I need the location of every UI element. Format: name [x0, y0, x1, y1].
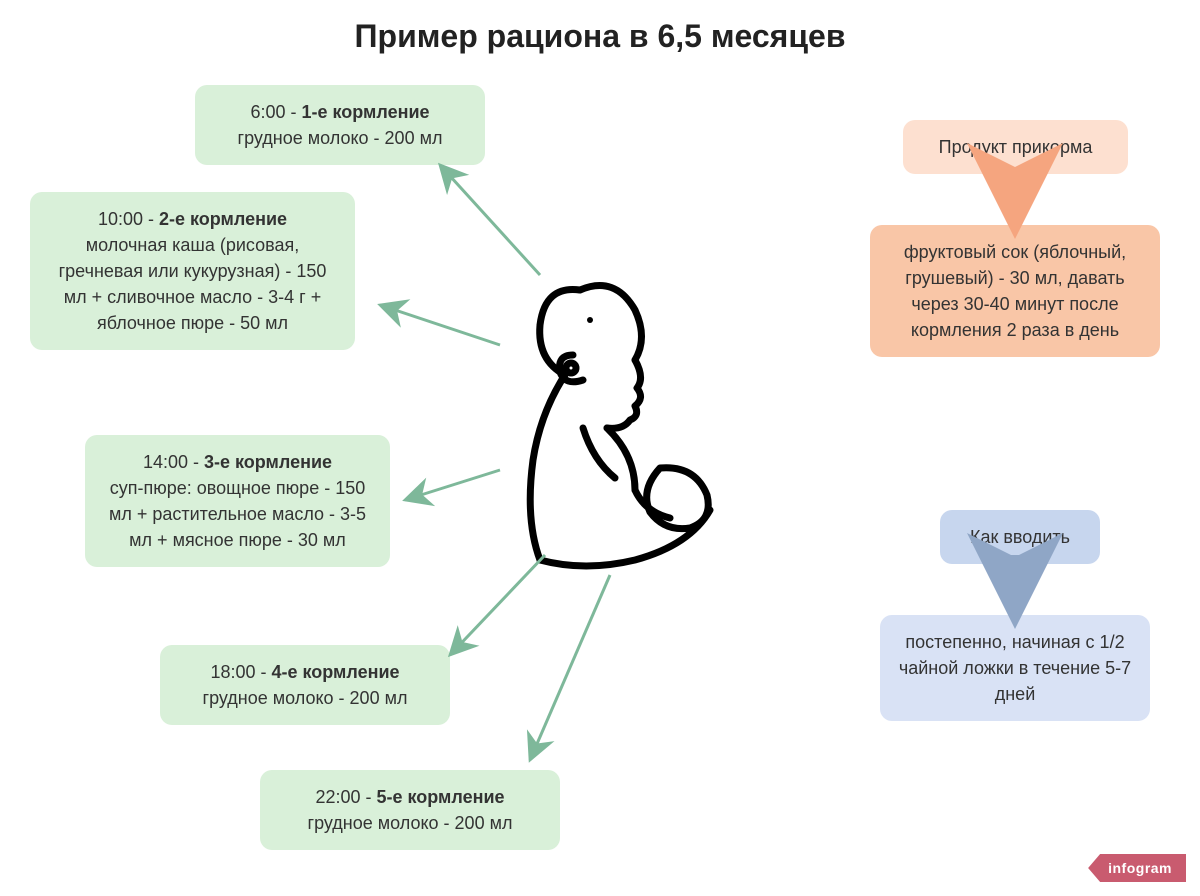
feeding-time: 6:00 [250, 102, 285, 122]
feeding-title: 5-е кормление [377, 787, 505, 807]
feeding-title: 2-е кормление [159, 209, 287, 229]
howto-body-box: постепенно, начиная с 1/2 чайной ложки в… [880, 615, 1150, 721]
breastfeeding-illustration [485, 260, 755, 580]
feeding-box-2: 10:00 - 2-е кормление молочная каша (рис… [30, 192, 355, 350]
feeding-title: 3-е кормление [204, 452, 332, 472]
feeding-body: грудное молоко - 200 мл [203, 688, 408, 708]
infogram-logo: infogram [1088, 854, 1186, 882]
feeding-time: 22:00 [315, 787, 360, 807]
feeding-body: грудное молоко - 200 мл [308, 813, 513, 833]
product-body-box: фруктовый сок (яблочный, грушевый) - 30 … [870, 225, 1160, 357]
feeding-box-4: 18:00 - 4-е кормление грудное молоко - 2… [160, 645, 450, 725]
feeding-time: 14:00 [143, 452, 188, 472]
feeding-time: 10:00 [98, 209, 143, 229]
feeding-title: 4-е кормление [272, 662, 400, 682]
feeding-box-1: 6:00 - 1-е кормление грудное молоко - 20… [195, 85, 485, 165]
feeding-box-3: 14:00 - 3-е кормление суп-пюре: овощное … [85, 435, 390, 567]
feeding-time: 18:00 [210, 662, 255, 682]
howto-header-box: Как вводить [940, 510, 1100, 564]
feeding-body: грудное молоко - 200 мл [238, 128, 443, 148]
page-title: Пример рациона в 6,5 месяцев [0, 18, 1200, 55]
feeding-body: суп-пюре: овощное пюре - 150 мл + растит… [109, 478, 366, 550]
feeding-title: 1-е кормление [302, 102, 430, 122]
feeding-body: молочная каша (рисовая, гречневая или ку… [59, 235, 327, 333]
feeding-box-5: 22:00 - 5-е кормление грудное молоко - 2… [260, 770, 560, 850]
product-header-box: Продукт прикорма [903, 120, 1128, 174]
